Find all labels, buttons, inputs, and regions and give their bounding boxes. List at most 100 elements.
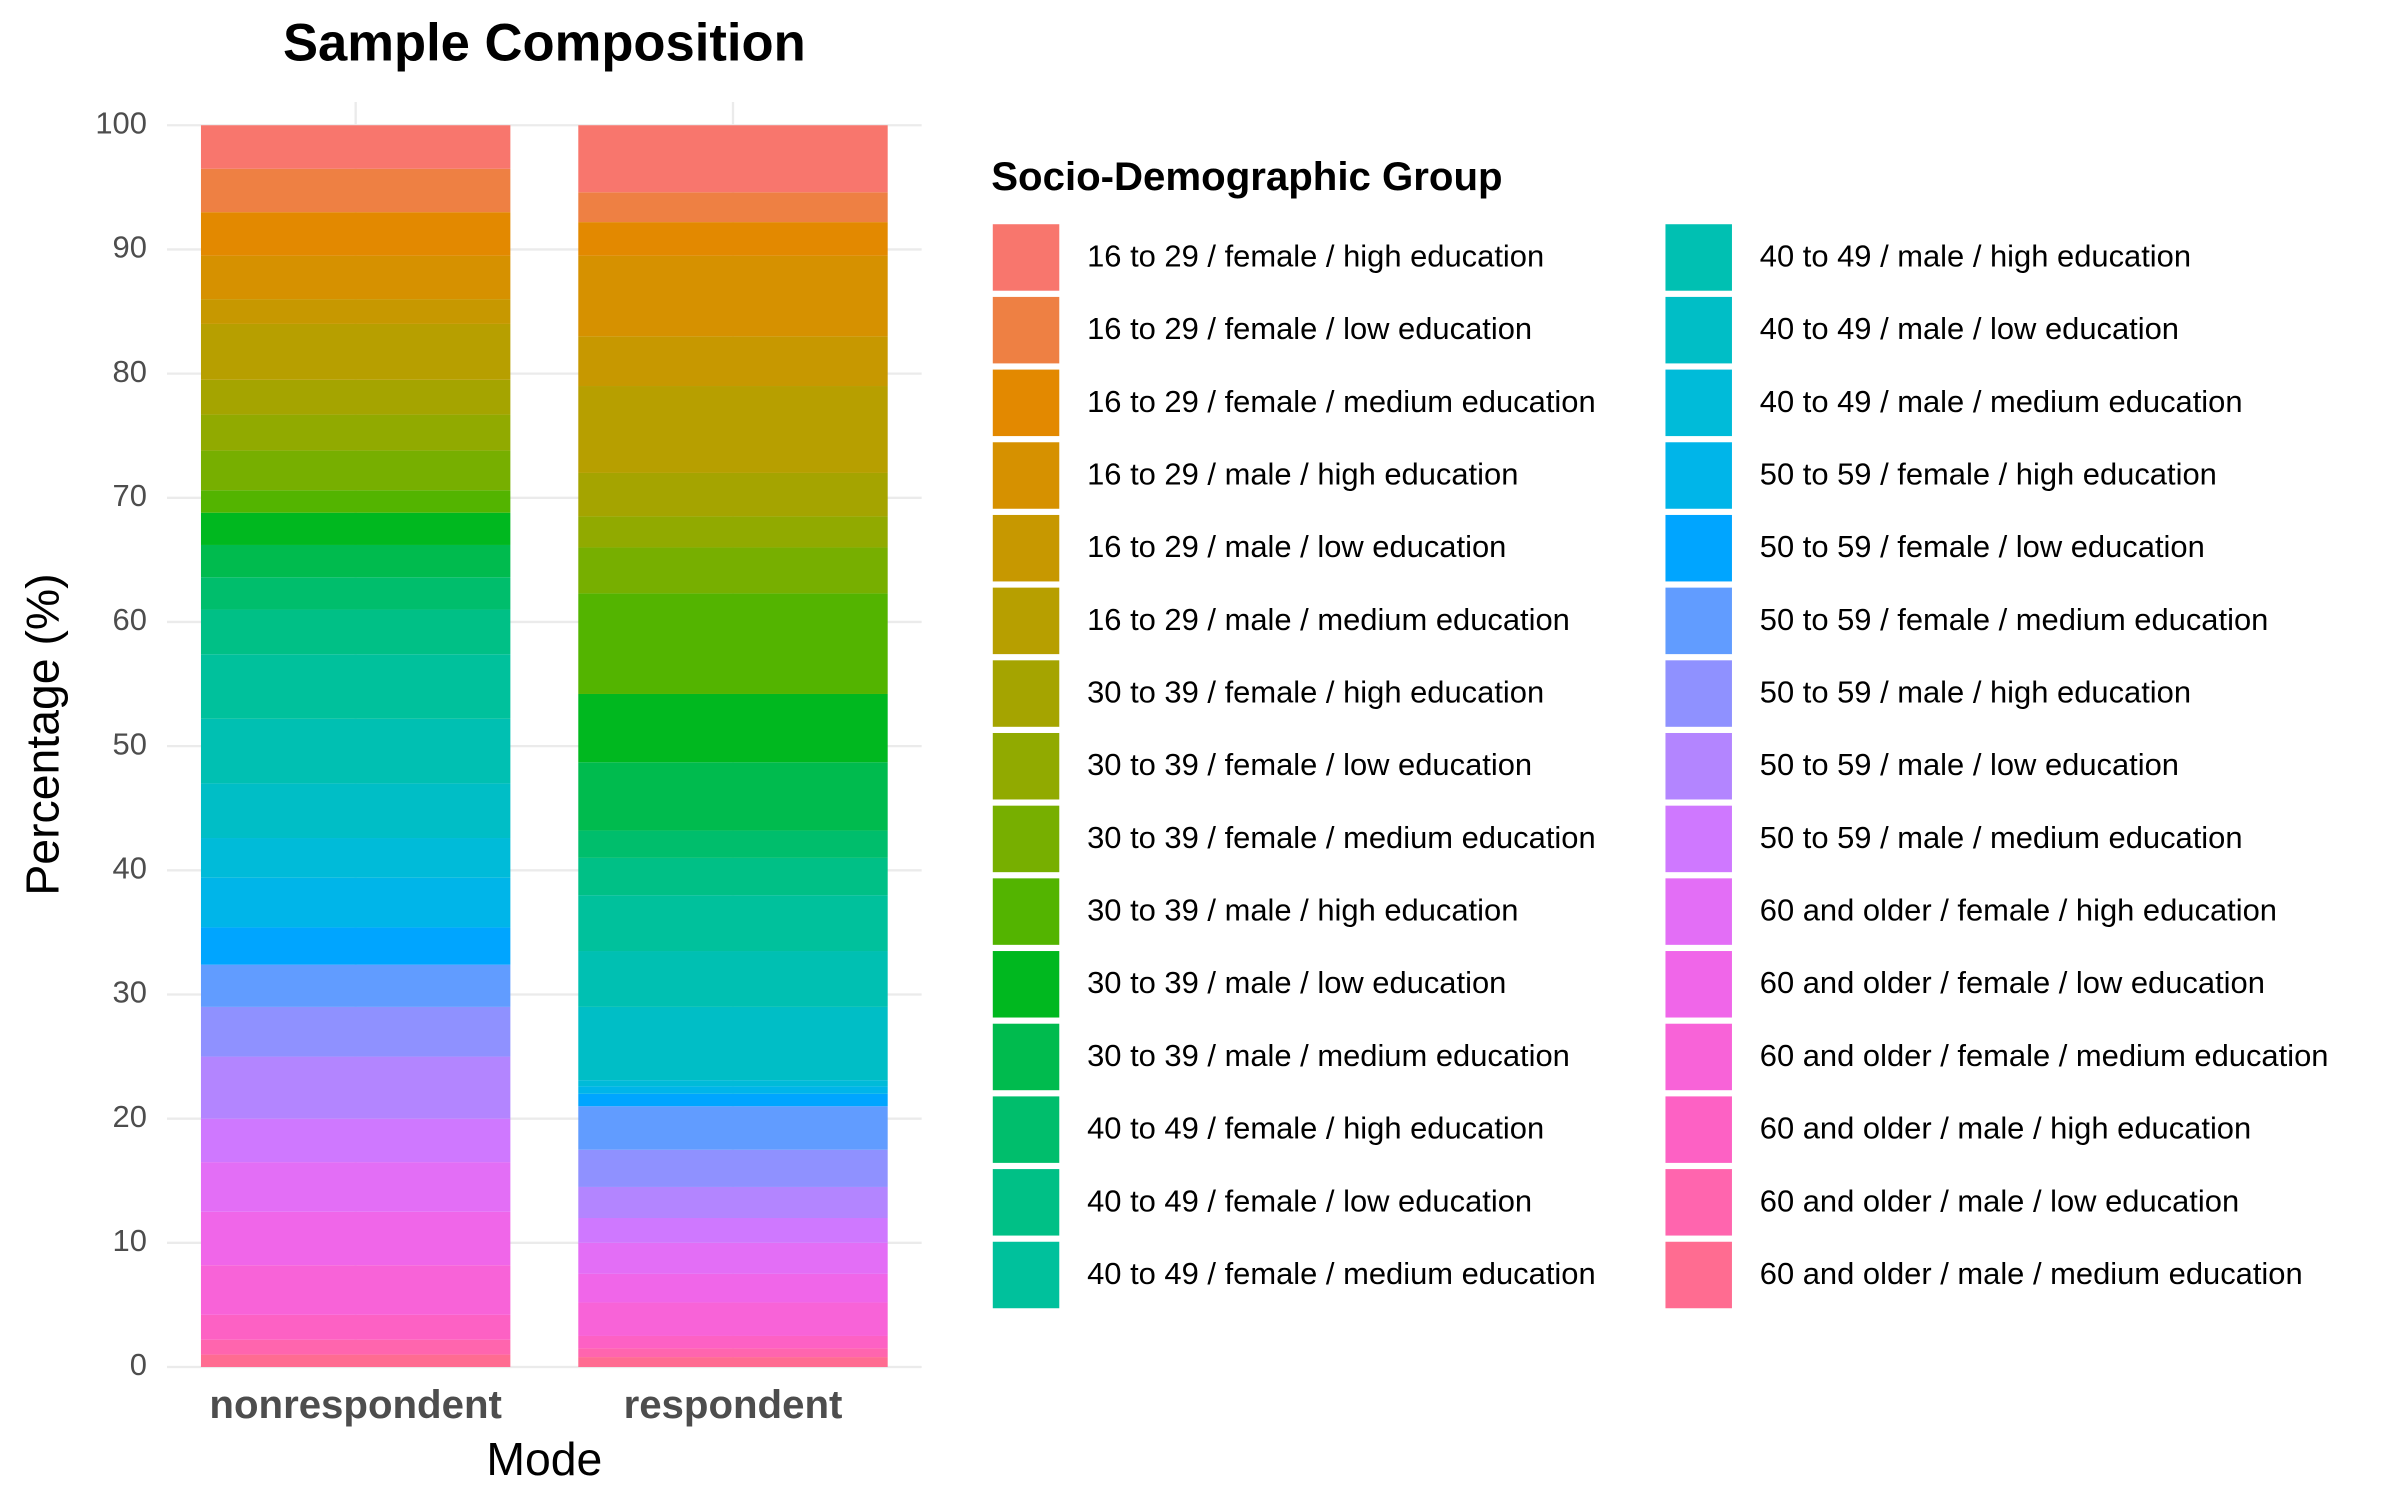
- y-tick-label: 20: [113, 1099, 147, 1134]
- legend-label: 60 and older / male / medium education: [1760, 1256, 2303, 1291]
- bar-segment: [578, 1093, 888, 1107]
- legend-key: [1665, 878, 1732, 945]
- bar-segment: [200, 544, 511, 578]
- legend-label: 50 to 59 / female / medium education: [1760, 602, 2269, 637]
- legend-key: [992, 1023, 1060, 1091]
- bar-segment: [200, 838, 511, 878]
- bar-segment: [578, 125, 888, 193]
- legend-label: 16 to 29 / female / low education: [1087, 311, 1532, 346]
- bar-segment: [578, 1357, 888, 1368]
- legend-key: [1665, 587, 1732, 655]
- legend-key: [992, 369, 1060, 437]
- legend-key: [992, 1096, 1060, 1163]
- legend-key: [992, 296, 1060, 364]
- legend-label: 50 to 59 / female / low education: [1760, 529, 2205, 564]
- legend-label: 50 to 59 / male / low education: [1760, 747, 2179, 782]
- bar-segment: [578, 1006, 888, 1081]
- bar-segment: [200, 718, 511, 784]
- legend-key: [1665, 514, 1732, 582]
- bar-segment: [578, 192, 888, 223]
- bar-segment: [578, 336, 888, 387]
- legend-key: [992, 514, 1060, 582]
- bar-segment: [578, 1106, 888, 1150]
- legend-key: [1665, 1096, 1732, 1163]
- bar-segment: [200, 323, 511, 380]
- bar-segment: [578, 1080, 888, 1087]
- bar-segment: [578, 1149, 888, 1187]
- x-axis-title: Mode: [486, 1433, 602, 1485]
- legend-label: 16 to 29 / male / medium education: [1087, 602, 1570, 637]
- legend-key: [1665, 442, 1732, 509]
- bar-segment: [200, 168, 511, 213]
- legend-label: 60 and older / male / low education: [1760, 1183, 2239, 1218]
- bar-segment: [578, 547, 888, 594]
- bar-segment: [200, 379, 511, 415]
- bar-segment: [578, 386, 888, 473]
- y-tick-label: 40: [113, 850, 147, 885]
- legend-key: [1665, 1241, 1732, 1309]
- bar-segment: [200, 1354, 511, 1368]
- x-tick-label: respondent: [624, 1382, 843, 1427]
- legend-label: 30 to 39 / female / medium education: [1087, 820, 1596, 855]
- legend-key: [1665, 296, 1732, 364]
- legend-label: 16 to 29 / male / high education: [1087, 456, 1518, 491]
- legend-label: 40 to 49 / female / high education: [1087, 1111, 1544, 1146]
- legend-key: [1665, 369, 1732, 437]
- legend-label: 50 to 59 / male / high education: [1760, 675, 2191, 710]
- bar-segment: [578, 1086, 888, 1094]
- y-tick-label: 90: [113, 230, 147, 265]
- legend-label: 40 to 49 / male / high education: [1760, 238, 2191, 273]
- legend-label: 16 to 29 / female / medium education: [1087, 384, 1596, 419]
- bar-segment: [200, 1211, 511, 1266]
- legend-key: [992, 951, 1060, 1018]
- bar-segment: [578, 693, 888, 763]
- legend-label: 60 and older / female / high education: [1760, 893, 2277, 928]
- bar-segment: [200, 1314, 511, 1340]
- y-tick-label: 10: [113, 1223, 147, 1258]
- legend-key: [992, 1241, 1060, 1309]
- bar-segment: [200, 212, 511, 256]
- legend-label: 30 to 39 / male / low education: [1087, 965, 1506, 1000]
- legend-key: [992, 1169, 1060, 1236]
- bar-segment: [200, 927, 511, 965]
- legend-label: 40 to 49 / female / medium education: [1087, 1256, 1596, 1291]
- y-tick-label: 70: [113, 478, 147, 513]
- y-tick-label: 100: [95, 105, 147, 140]
- bar-segment: [578, 1348, 888, 1358]
- legend-key: [1665, 1169, 1732, 1236]
- bar-segment: [200, 1056, 511, 1119]
- legend-key: [992, 587, 1060, 655]
- legend-key: [992, 224, 1060, 291]
- bar-segment: [578, 472, 888, 517]
- legend-label: 30 to 39 / female / high education: [1087, 675, 1544, 710]
- bar-segment: [200, 490, 511, 513]
- bar-segment: [578, 857, 888, 896]
- bar-segment: [200, 783, 511, 839]
- legend-label: 60 and older / female / low education: [1760, 965, 2265, 1000]
- legend-key: [1665, 951, 1732, 1018]
- legend-label: 30 to 39 / male / medium education: [1087, 1038, 1570, 1073]
- legend-key: [1665, 660, 1732, 727]
- legend-label: 50 to 59 / female / high education: [1760, 456, 2217, 491]
- legend-key: [992, 442, 1060, 509]
- legend-key: [1665, 1023, 1732, 1091]
- legend-key: [1665, 224, 1732, 291]
- bar-segment: [578, 222, 888, 256]
- bar-segment: [578, 1273, 888, 1303]
- bar-segment: [200, 299, 511, 324]
- bar-segment: [200, 450, 511, 491]
- bar-segment: [200, 577, 511, 610]
- legend-key: [992, 660, 1060, 727]
- bar-segment: [578, 1218, 888, 1243]
- legend-label: 40 to 49 / male / medium education: [1760, 384, 2243, 419]
- bar-segment: [578, 255, 888, 337]
- bar-segment: [578, 1242, 888, 1274]
- bar-segment: [578, 895, 888, 952]
- bar-segment: [578, 1302, 888, 1336]
- legend-label: 60 and older / female / medium education: [1760, 1038, 2329, 1073]
- y-axis-title: Percentage (%): [17, 573, 69, 895]
- legend-key: [1665, 805, 1732, 873]
- bar-segment: [200, 1339, 511, 1355]
- bar-segment: [200, 414, 511, 451]
